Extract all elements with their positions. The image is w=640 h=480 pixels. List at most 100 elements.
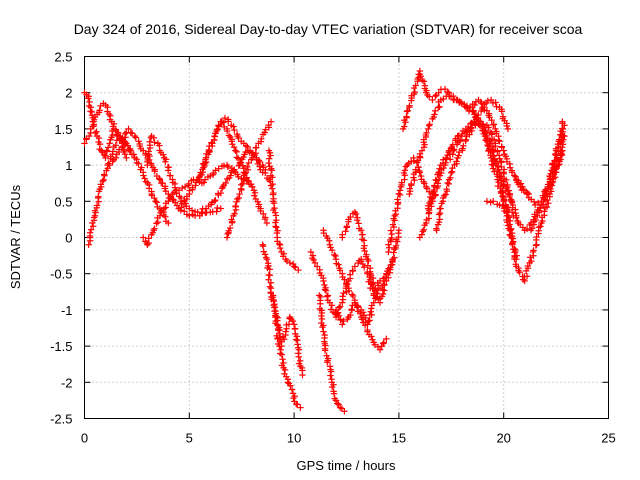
data-point-interp [552,145,560,152]
data-point [207,172,214,180]
y-tick-label: 1.5 [54,122,72,137]
data-point-interp [388,230,395,238]
data-point-interp [266,272,273,279]
data-point-interp [356,309,364,317]
data-point [508,208,516,216]
data-point-interp [233,148,240,156]
data-point-interp [347,213,354,221]
data-point-interp [259,242,267,250]
data-point-interp [267,279,275,286]
data-point-interp [373,294,380,301]
data-point-interp [327,244,334,251]
data-point-interp [391,246,398,253]
data-point-interp [262,169,269,177]
data-point-interp [512,214,520,221]
data-point-interp [225,227,233,235]
data-point-interp [404,107,412,114]
data-point-interp [554,140,562,148]
data-point-interp [447,156,454,163]
data-point-interp [200,179,208,186]
data-point-interp [548,167,556,175]
data-point [85,241,92,248]
data-point-interp [489,165,497,172]
data-point [418,147,426,154]
data-point-interp [365,317,372,325]
data-point-interp [520,185,527,193]
data-point-interp [93,202,101,209]
data-point-interp [266,283,274,290]
data-point-interp [541,208,548,215]
data-point-interp [365,257,372,265]
data-point [282,328,289,335]
data-point-interp [511,172,518,179]
data-point-interp [443,185,450,193]
data-point-interp [532,242,540,249]
data-point [559,147,566,154]
data-point-interp [310,256,317,264]
x-tick-label: 15 [392,431,406,446]
data-point [425,125,432,133]
data-point-interp [532,216,539,224]
data-point-interp [440,192,448,199]
data-point-interp [556,136,563,143]
x-tick-label: 20 [496,431,510,446]
data-point [290,263,298,270]
data-point-interp [415,164,422,171]
data-point-interp [537,223,544,230]
data-point-interp [244,143,251,151]
data-point-interp [85,132,93,140]
data-point [221,114,229,122]
data-point-interp [423,185,431,192]
data-point-interp [140,172,147,179]
grid [84,56,609,419]
data-point-interp [337,316,344,324]
data-point-interp [141,175,148,182]
data-point [106,140,113,147]
data-point-interp [214,126,221,133]
data-point [496,201,503,209]
data-point-interp [251,192,258,199]
data-point-interp [328,302,336,309]
data-point-interp [311,259,319,267]
data-point-interp [97,181,105,188]
data-point [112,154,120,162]
data-point-interp [528,225,536,232]
data-point-interp [100,151,108,159]
plot-frame [84,56,609,419]
data-point-interp [145,235,152,242]
data-point [313,263,321,270]
data-point-interp [349,267,356,274]
data-point-interp [281,366,289,374]
data-point-interp [235,194,243,202]
data-point-interp [395,190,402,197]
data-point-interp [119,138,127,146]
data-point [263,219,271,227]
data-point-interp [164,167,172,174]
data-point [131,132,139,140]
data-point-interp [394,196,401,203]
data-point-interp [484,97,492,104]
data-point-interp [334,400,341,407]
data-point [320,328,327,335]
data-point-interp [503,122,511,130]
data-point-interp [361,247,368,255]
data-point-interp [490,136,498,143]
data-point-interp [103,147,111,154]
data-point-interp [87,226,95,233]
data-point-interp [435,104,442,111]
data-point-interp [109,123,117,130]
data-point-interp [150,134,157,141]
data-point-interp [296,357,304,365]
data-point-interp [368,311,375,319]
data-point [391,212,398,219]
data-point-interp [378,282,386,289]
data-point [481,132,489,140]
data-point-interp [185,180,193,188]
data-point-interp [389,221,397,228]
data-point-interp [408,180,415,188]
data-point-interp [336,267,344,274]
data-point-interp [230,144,238,151]
data-point-interp [531,198,538,206]
data-point-interp [100,176,107,184]
y-tick-label: 2 [65,86,72,101]
